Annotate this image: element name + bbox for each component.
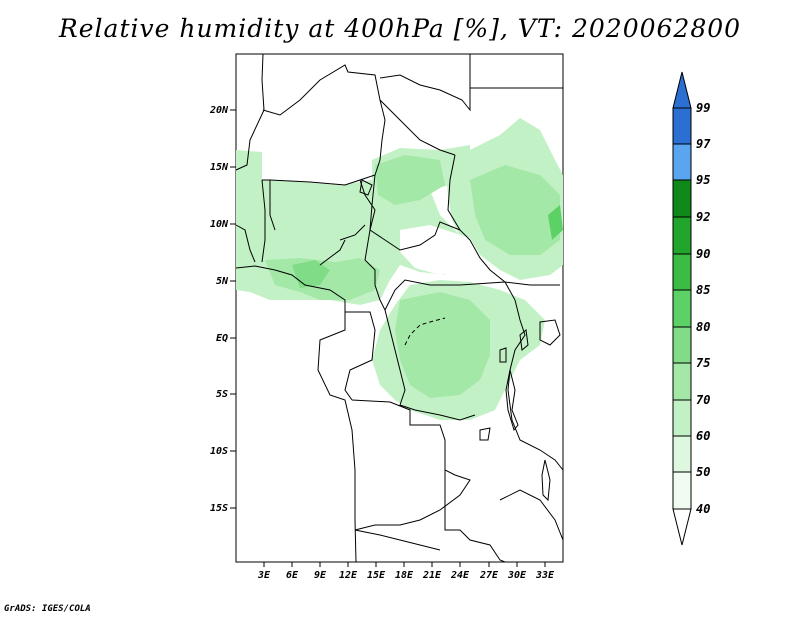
lat-label-10s: 10S [210, 446, 228, 457]
lon-label-18e: 18E [395, 570, 414, 581]
border-chad-car [364, 174, 461, 311]
border-north [262, 64, 386, 186]
footer-credit: GrADS: IGES/COLA [4, 604, 91, 614]
border-west-small [235, 179, 276, 263]
lon-label-30e: 30E [507, 570, 527, 581]
coastline-west-africa [235, 53, 357, 563]
humidity-shading [236, 118, 563, 420]
border-angola [351, 399, 471, 531]
colorbar-label-92: 92 [696, 210, 710, 224]
colorbar-segment-40-50 [672, 471, 692, 510]
lon-label-27e: 27E [479, 570, 499, 581]
colorbar-label-97: 97 [696, 137, 711, 151]
colorbar-label-70: 70 [696, 393, 710, 407]
humidity-core-5 [292, 260, 330, 288]
colorbar-label-90: 90 [696, 247, 710, 261]
lake-tanganyika [505, 369, 519, 432]
lake-malawi [541, 459, 551, 502]
colorbar-label-40: 40 [696, 502, 710, 516]
colorbar-segment-95-97 [672, 143, 692, 181]
lon-label-21e: 21E [422, 570, 442, 581]
border-congo-drc [384, 279, 506, 421]
map-title: Relative humidity at 400hPa [%], VT: 202… [58, 14, 742, 43]
humidity-core-3 [470, 165, 560, 255]
lake-chad [359, 179, 373, 196]
colorbar-label-80: 80 [696, 320, 710, 334]
humidity-core-2 [395, 292, 490, 398]
lon-label-3e: 3E [257, 570, 271, 581]
colorbar-segment-80-85 [672, 289, 692, 328]
colorbar-label-85: 85 [696, 283, 710, 297]
lat-label-5n: 5N [216, 276, 229, 287]
colorbar-segment-92-95 [672, 179, 692, 218]
colorbar-label-60: 60 [696, 429, 710, 443]
colorbar-segment-90-92 [672, 216, 692, 255]
lon-axis: 3E 6E 9E 12E 15E 18E 21E 24E 27E 30E 33E [257, 562, 555, 581]
border-east [504, 281, 564, 471]
lake-mweru [479, 427, 491, 441]
lat-axis: 20N 15N 10N 5N EQ 5S 10S 15S [209, 105, 236, 514]
border-cameroon [319, 179, 376, 266]
colorbar-segment-50-60 [672, 435, 692, 473]
colorbar-labels: 99 97 95 92 90 85 80 75 70 60 50 40 [696, 101, 711, 516]
lake-albert [519, 329, 529, 351]
border-chad-sudan [447, 87, 563, 286]
humidity-core-6 [548, 205, 563, 240]
colorbar-segment-70-75 [672, 362, 692, 401]
lon-label-6e: 6E [286, 570, 299, 581]
lat-label-eq: EQ [216, 333, 228, 344]
colorbar-top-arrow [672, 71, 692, 109]
lake-victoria [539, 319, 561, 346]
lon-label-33e: 33E [535, 570, 555, 581]
lon-label-24e: 24E [450, 570, 470, 581]
humidity-core-4 [375, 155, 445, 205]
coastlines-borders [235, 53, 564, 563]
lat-label-20n: 20N [209, 105, 229, 116]
colorbar-bottom-arrow [672, 508, 692, 546]
border-gabon-congo [344, 311, 376, 401]
lat-label-5s: 5S [216, 389, 228, 400]
humidity-clear-1 [400, 225, 480, 275]
lon-label-15e: 15E [367, 570, 386, 581]
lake-kivu [499, 347, 507, 363]
lon-label-12e: 12E [339, 570, 358, 581]
colorbar-label-95: 95 [696, 173, 710, 187]
border-south [444, 470, 564, 563]
lat-label-15n: 15N [210, 162, 229, 173]
colorbar-segment-60-70 [672, 399, 692, 437]
colorbar [672, 71, 692, 546]
colorbar-segment-85-90 [672, 253, 692, 291]
humidity-clear-2 [415, 318, 455, 348]
lon-label-9e: 9E [314, 570, 327, 581]
lat-label-15s: 15S [210, 503, 228, 514]
colorbar-segment-97-99 [672, 107, 692, 145]
colorbar-segment-75-80 [672, 326, 692, 364]
colorbar-label-75: 75 [696, 356, 710, 370]
border-south-africa [354, 529, 441, 551]
river-congo [404, 317, 446, 346]
colorbar-label-99: 99 [696, 101, 710, 115]
colorbar-label-50: 50 [696, 465, 710, 479]
lat-label-10n: 10N [210, 219, 229, 230]
